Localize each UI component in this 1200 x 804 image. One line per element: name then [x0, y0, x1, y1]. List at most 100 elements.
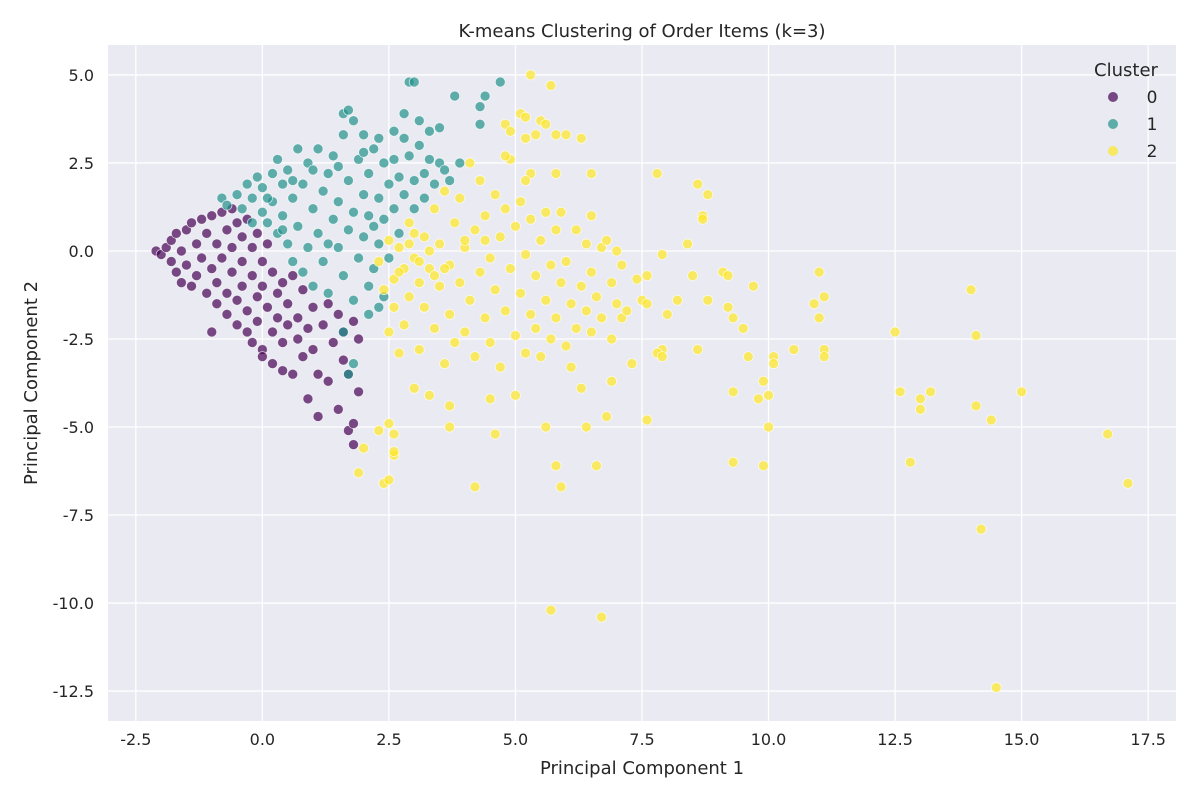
point-cluster-2 — [550, 224, 562, 236]
point-cluster-2 — [520, 249, 531, 260]
y-tick-label: 5.0 — [69, 66, 94, 85]
y-tick-label: 2.5 — [69, 154, 94, 173]
point-cluster-2 — [702, 189, 714, 201]
point-cluster-0 — [297, 284, 309, 296]
point-cluster-2 — [449, 337, 461, 348]
point-cluster-2 — [763, 421, 774, 433]
point-cluster-2 — [621, 305, 633, 317]
point-cluster-1 — [277, 210, 289, 222]
point-cluster-2 — [454, 192, 466, 204]
point-cluster-1 — [262, 192, 273, 204]
point-cluster-1 — [332, 196, 344, 208]
point-cluster-2 — [383, 235, 395, 246]
point-cluster-2 — [525, 213, 537, 225]
point-cluster-2 — [656, 249, 668, 260]
point-cluster-1 — [383, 178, 395, 190]
point-cluster-0 — [231, 294, 243, 306]
point-cluster-2 — [393, 242, 405, 253]
point-cluster-2 — [408, 227, 420, 239]
point-cluster-2 — [560, 340, 572, 352]
point-cluster-2 — [697, 213, 709, 225]
point-cluster-2 — [429, 203, 440, 215]
point-cluster-2 — [616, 259, 628, 271]
point-cluster-1 — [383, 252, 395, 264]
point-cluster-0 — [246, 270, 258, 282]
y-tick-label: -12.5 — [53, 682, 94, 701]
point-cluster-1 — [312, 227, 324, 239]
point-cluster-2 — [970, 330, 982, 341]
point-cluster-2 — [469, 481, 481, 493]
point-cluster-0 — [287, 270, 299, 282]
y-tick-label: -10.0 — [53, 594, 94, 613]
point-cluster-0 — [332, 308, 344, 320]
point-cluster-1 — [251, 171, 263, 183]
point-cluster-2 — [925, 386, 936, 398]
point-cluster-0 — [191, 270, 202, 282]
point-cluster-1 — [373, 238, 385, 250]
y-tick-label: -2.5 — [63, 330, 94, 349]
point-cluster-2 — [373, 425, 385, 436]
point-cluster-2 — [434, 280, 445, 292]
point-cluster-1 — [378, 157, 390, 169]
x-tick-label: 15.0 — [1004, 730, 1040, 749]
x-tick-label: 5.0 — [503, 730, 528, 749]
point-cluster-1 — [368, 143, 380, 155]
point-cluster-1 — [418, 192, 430, 204]
point-cluster-2 — [727, 456, 739, 468]
point-cluster-0 — [236, 280, 248, 292]
point-cluster-2 — [914, 393, 926, 405]
point-cluster-1 — [292, 143, 304, 155]
point-cluster-2 — [540, 421, 552, 433]
point-cluster-2 — [575, 382, 587, 394]
point-cluster-1 — [348, 358, 359, 370]
legend-marker-1 — [1108, 119, 1118, 129]
point-cluster-1 — [307, 203, 319, 215]
point-cluster-0 — [282, 298, 294, 310]
point-cluster-0 — [201, 287, 213, 299]
point-cluster-1 — [343, 224, 354, 236]
point-cluster-2 — [459, 326, 471, 338]
point-cluster-0 — [231, 319, 243, 331]
point-cluster-0 — [322, 298, 334, 310]
point-cluster-2 — [540, 118, 552, 130]
point-cluster-2 — [570, 323, 582, 334]
point-cluster-1 — [332, 242, 344, 253]
point-cluster-1 — [343, 368, 354, 380]
point-cluster-2 — [758, 375, 769, 387]
point-cluster-0 — [267, 358, 278, 370]
point-cluster-2 — [808, 298, 820, 310]
point-cluster-1 — [246, 192, 258, 204]
point-cluster-1 — [398, 108, 410, 120]
point-cluster-1 — [388, 125, 400, 137]
point-cluster-1 — [322, 238, 334, 250]
point-cluster-2 — [606, 277, 618, 289]
point-cluster-1 — [393, 171, 405, 183]
point-cluster-2 — [894, 386, 906, 398]
point-cluster-0 — [302, 323, 314, 334]
point-cluster-0 — [312, 368, 324, 380]
x-tick-label: 7.5 — [629, 730, 654, 749]
point-cluster-1 — [267, 168, 278, 179]
point-cluster-2 — [641, 298, 653, 310]
point-cluster-2 — [439, 185, 450, 197]
point-cluster-2 — [722, 270, 734, 282]
point-cluster-2 — [596, 312, 607, 324]
point-cluster-1 — [307, 280, 319, 292]
point-cluster-2 — [753, 393, 764, 405]
point-cluster-2 — [388, 428, 400, 440]
point-cluster-2 — [687, 270, 699, 282]
point-cluster-2 — [985, 414, 997, 426]
point-cluster-1 — [231, 189, 243, 201]
point-cluster-2 — [484, 337, 496, 348]
point-cluster-2 — [565, 361, 577, 373]
point-cluster-2 — [439, 263, 450, 274]
point-cluster-2 — [413, 344, 425, 355]
point-cluster-1 — [393, 227, 405, 239]
point-cluster-2 — [545, 80, 557, 91]
y-tick-label: -5.0 — [63, 418, 94, 437]
point-cluster-2 — [651, 168, 663, 179]
point-cluster-1 — [282, 164, 294, 176]
point-cluster-0 — [251, 315, 263, 327]
point-cluster-0 — [246, 337, 258, 348]
point-cluster-2 — [702, 294, 714, 306]
